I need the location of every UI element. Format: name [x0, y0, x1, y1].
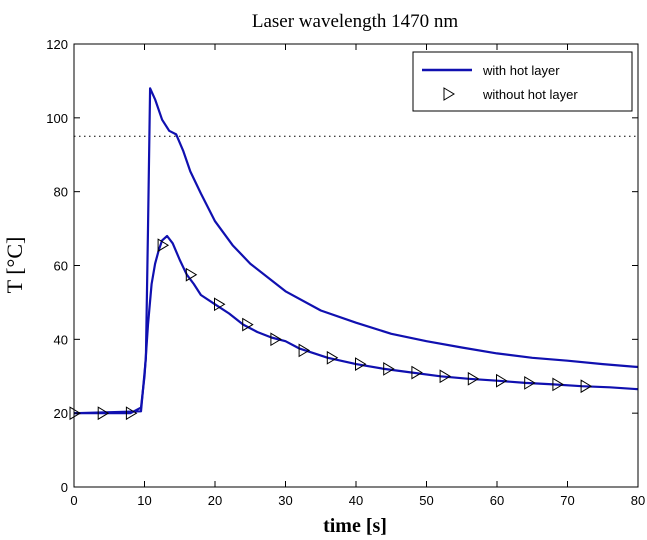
x-tick-label: 40 — [349, 493, 363, 508]
data-marker — [125, 406, 138, 421]
x-tick-label: 0 — [70, 493, 77, 508]
y-tick-label: 80 — [54, 185, 68, 200]
data-marker — [355, 357, 367, 371]
legend-label-without-hot-layer: without hot layer — [482, 87, 578, 102]
legend-swatch-without-hot-layer — [443, 87, 455, 101]
x-tick-label: 70 — [560, 493, 574, 508]
data-marker — [383, 362, 395, 376]
legend-box — [412, 51, 633, 112]
x-tick-label: 20 — [208, 493, 222, 508]
data-marker — [69, 406, 81, 421]
y-axis-label: T [°C] — [2, 237, 27, 294]
y-tick-label: 100 — [46, 111, 68, 126]
data-marker — [270, 332, 282, 347]
data-marker — [496, 373, 508, 388]
data-marker — [326, 350, 339, 365]
data-marker — [439, 369, 452, 384]
data-marker — [214, 297, 226, 312]
y-tick-label: 40 — [54, 332, 68, 347]
data-marker — [298, 343, 311, 358]
data-marker — [97, 406, 110, 421]
y-tick-label: 120 — [46, 37, 68, 52]
data-marker — [552, 377, 564, 392]
y-tick-label: 0 — [61, 480, 68, 495]
x-tick-label: 10 — [137, 493, 151, 508]
x-tick-label: 30 — [278, 493, 292, 508]
chart-title: Laser wavelength 1470 nm — [252, 11, 459, 32]
x-tick-label: 60 — [490, 493, 504, 508]
data-marker — [185, 267, 198, 282]
data-marker — [411, 365, 423, 380]
data-marker — [157, 238, 170, 253]
series-line-0 — [73, 87, 639, 415]
data-marker — [467, 371, 480, 386]
y-tick-label: 60 — [54, 259, 68, 274]
data-marker — [580, 379, 593, 394]
legend: with hot layer without hot layer — [412, 51, 633, 112]
data-marker — [242, 317, 254, 332]
plot-area: 0 10 20 30 40 50 60 70 80 0 20 40 60 80 100 120 — [46, 37, 645, 508]
data-marker — [524, 376, 536, 390]
x-tick-label: 50 — [419, 493, 433, 508]
x-tick-label: 80 — [631, 493, 645, 508]
x-axis-label: time [s] — [323, 515, 387, 537]
y-tick-label: 20 — [54, 406, 68, 421]
legend-label-with-hot-layer: with hot layer — [482, 63, 560, 78]
